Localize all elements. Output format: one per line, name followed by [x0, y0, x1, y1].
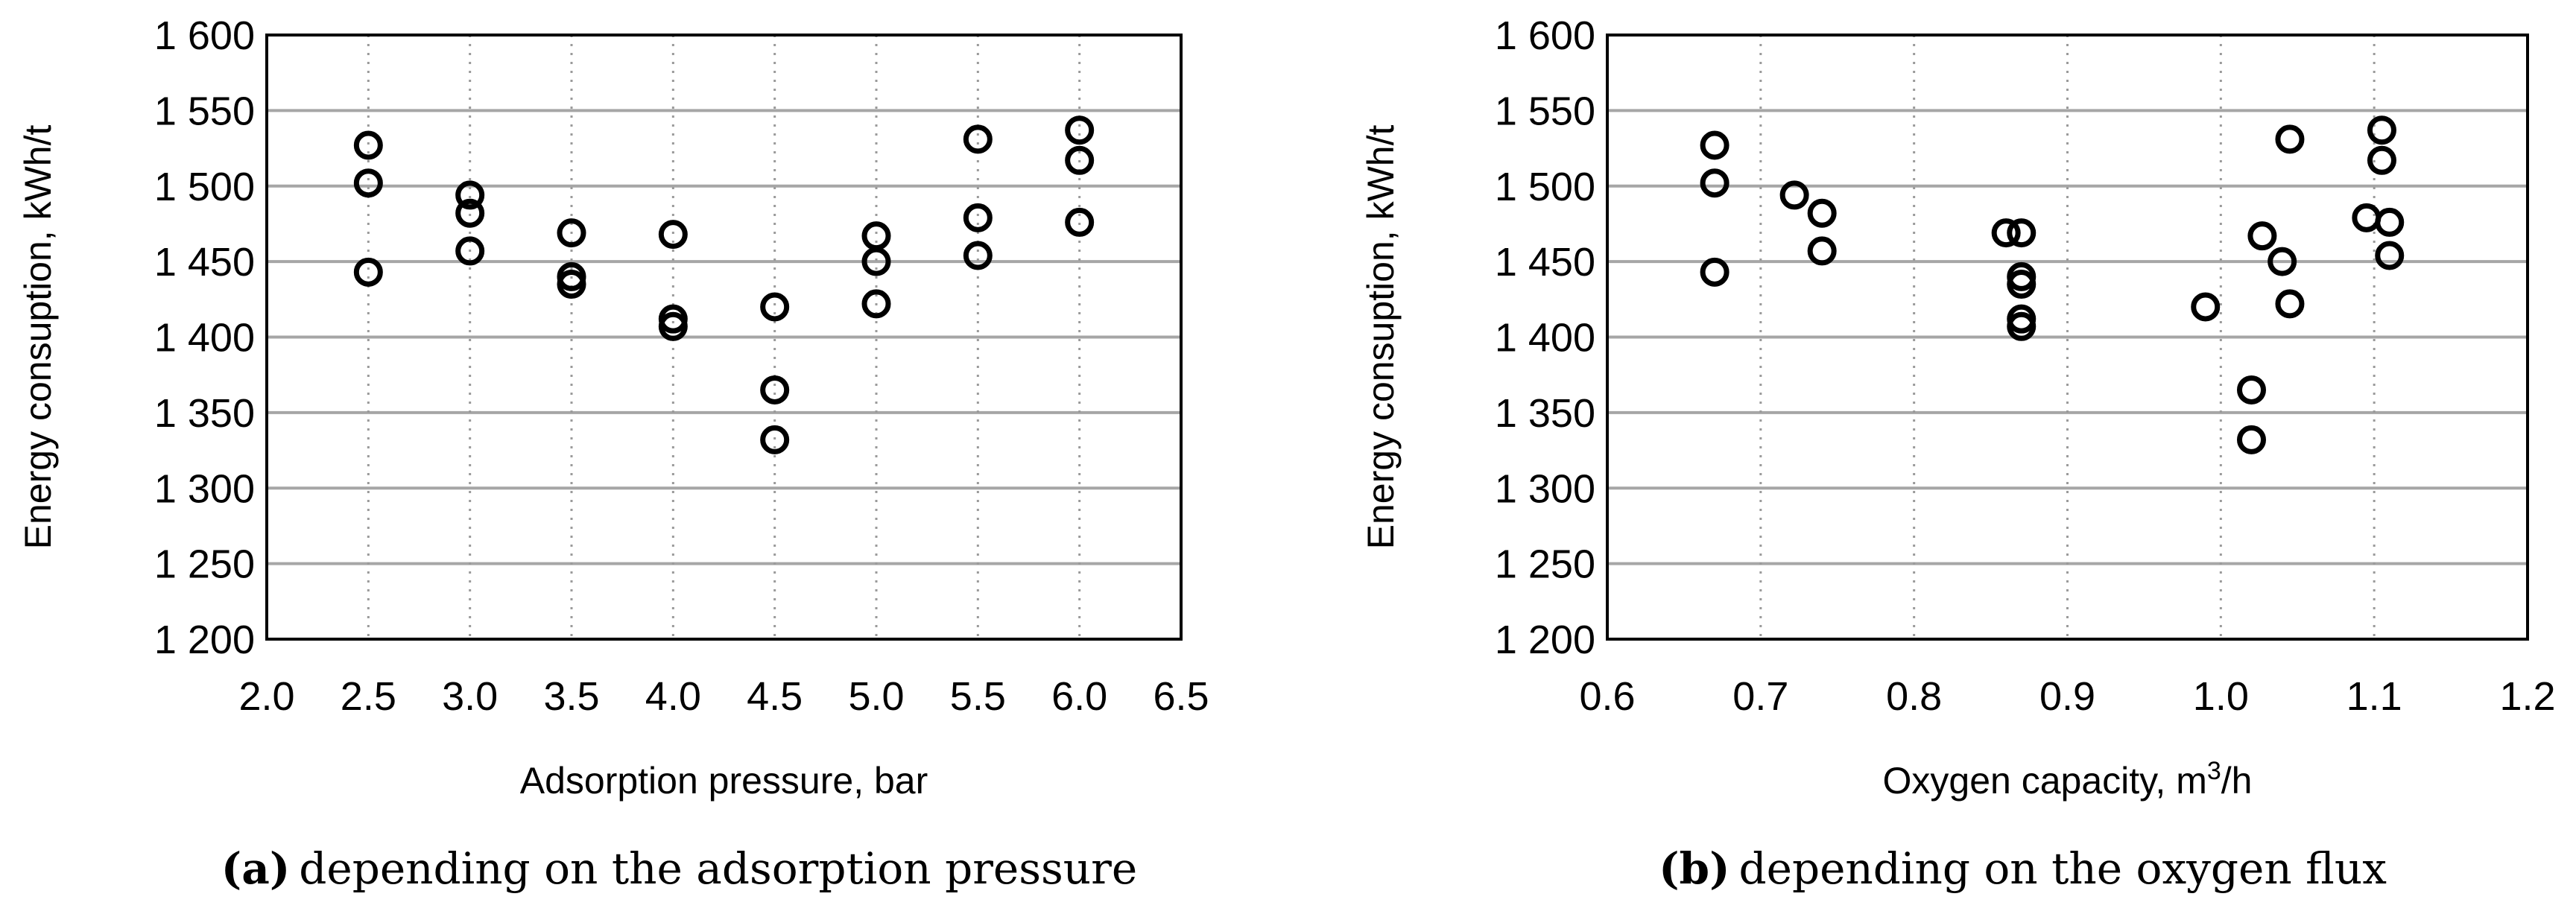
data-point-b [1807, 236, 1837, 266]
y-tick-label-b: 1 450 [1495, 240, 1595, 285]
data-point-b [2275, 289, 2305, 319]
data-point-a [658, 311, 688, 341]
chart-panel-a: 1 200 1 250 1 300 1 350 1 400 1 450 1 500 1 550… [17, 13, 1209, 894]
data-point-a [760, 425, 790, 454]
data-point-a [455, 236, 485, 266]
data-point-b [2237, 425, 2266, 454]
x-tick-label-a: 5.0 [848, 674, 904, 719]
data-point-a [760, 375, 790, 404]
y-tick-label-a: 1 350 [154, 391, 255, 436]
x-tick-label-a: 3.0 [442, 674, 498, 719]
x-tick-label-b: 0.7 [1732, 674, 1788, 719]
x-tick-label-b: 0.8 [1886, 674, 1942, 719]
plot-area-frame-b [1606, 34, 2529, 641]
y-axis-label-a: Energy consuption, kWh/t [17, 125, 59, 550]
data-point-a [1065, 145, 1095, 175]
data-point-b [1991, 218, 2021, 248]
x-tick-label-a: 4.5 [747, 674, 803, 719]
y-tick-label-b: 1 600 [1495, 13, 1595, 58]
y-tick-label-a: 1 250 [154, 542, 255, 587]
data-point-a [353, 130, 383, 160]
data-point-b [2237, 375, 2266, 404]
data-point-a [455, 198, 485, 228]
y-tick-label-a: 1 200 [154, 618, 255, 662]
x-tick-label-b: 0.9 [2039, 674, 2095, 719]
x-axis-label-b-sup: 3 [2207, 757, 2221, 785]
x-axis-label-a: Adsorption pressure, bar [520, 760, 928, 802]
x-tick-label-a: 3.5 [543, 674, 599, 719]
x-axis-label-b-suffix: /h [2221, 760, 2253, 802]
data-point-a [455, 180, 485, 210]
data-point-b [2247, 221, 2277, 251]
data-point-a [353, 168, 383, 198]
x-tick-label-a: 4.0 [645, 674, 701, 719]
caption-label-b: (b) [1659, 843, 1730, 894]
data-point-a [760, 292, 790, 322]
data-point-b [2367, 145, 2396, 175]
x-tick-label-b: 1.0 [2193, 674, 2249, 719]
x-tick-label-b: 0.6 [1579, 674, 1635, 719]
y-axis-label-b: Energy consuption, kWh/t [1360, 125, 1402, 550]
plot-area-frame-a [265, 34, 1183, 641]
x-axis-label-b: Oxygen capacity, m3/h [1883, 757, 2253, 802]
data-point-a [557, 218, 586, 248]
caption-text-b: depending on the oxygen flux [1739, 843, 2387, 894]
data-point-a [353, 257, 383, 287]
x-tick-label-a: 2.5 [341, 674, 396, 719]
data-point-a [861, 289, 891, 319]
data-point-b [2007, 218, 2037, 248]
data-point-b [1700, 168, 1730, 198]
data-point-b [1779, 180, 1809, 210]
x-tick-label-b: 1.1 [2346, 674, 2402, 719]
data-point-b [2367, 115, 2396, 145]
data-point-a [963, 241, 993, 270]
y-tick-label-b: 1 500 [1495, 165, 1595, 209]
data-point-b [2268, 247, 2297, 276]
data-point-a [963, 124, 993, 154]
data-point-b [1700, 257, 1730, 287]
y-tick-label-b: 1 400 [1495, 316, 1595, 361]
y-tick-label-a: 1 400 [154, 316, 255, 361]
data-point-b [2375, 207, 2405, 237]
data-point-a [658, 220, 688, 250]
caption-text-a: depending on the adsorption pressure [299, 843, 1137, 894]
data-point-a [1065, 115, 1095, 145]
caption-a: (a) depending on the adsorption pressure [221, 843, 1137, 894]
x-tick-label-a: 6.0 [1051, 674, 1107, 719]
x-tick-label-a: 6.5 [1153, 674, 1209, 719]
data-point-a [963, 203, 993, 232]
y-tick-label-a: 1 600 [154, 13, 255, 58]
data-point-a [861, 221, 891, 251]
data-point-a [861, 247, 891, 276]
data-point-a [1065, 207, 1095, 237]
y-tick-label-a: 1 450 [154, 240, 255, 285]
x-tick-label-a: 2.0 [238, 674, 294, 719]
y-tick-label-a: 1 300 [154, 466, 255, 511]
data-point-b [2375, 241, 2405, 270]
caption-b: (b) depending on the oxygen flux [1659, 843, 2387, 894]
y-tick-label-b: 1 300 [1495, 466, 1595, 511]
x-axis-label-b-main: Oxygen capacity, m [1883, 760, 2207, 802]
x-tick-label-a: 5.5 [950, 674, 1006, 719]
y-tick-label-a: 1 500 [154, 165, 255, 209]
y-tick-label-b: 1 200 [1495, 618, 1595, 662]
x-tick-label-b: 1.2 [2499, 674, 2555, 719]
data-point-b [2007, 311, 2037, 341]
y-tick-label-b: 1 350 [1495, 391, 1595, 436]
data-point-b [2275, 124, 2305, 154]
data-point-a [557, 270, 586, 299]
chart-panel-b: 1 200 1 250 1 300 1 350 1 400 1 450 1 500 1 550… [1360, 13, 2556, 894]
y-tick-label-b: 1 550 [1495, 89, 1595, 133]
data-point-b [2352, 203, 2382, 232]
data-point-b [1700, 130, 1730, 160]
data-point-b [2191, 292, 2221, 322]
data-point-b [2007, 270, 2037, 299]
caption-label-a: (a) [221, 843, 290, 894]
y-tick-label-a: 1 550 [154, 89, 255, 133]
y-tick-label-b: 1 250 [1495, 542, 1595, 587]
data-point-b [1807, 198, 1837, 228]
